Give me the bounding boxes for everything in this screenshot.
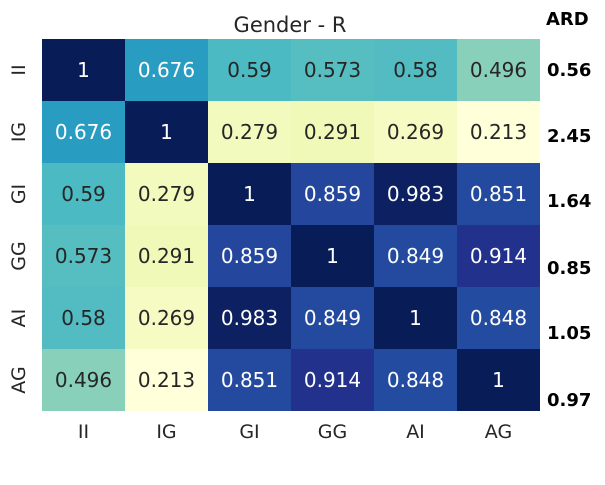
- y-tick-label: GI: [8, 184, 30, 204]
- cell-value-label: 0.269: [387, 120, 444, 144]
- cell-value-label: 0.849: [304, 306, 361, 330]
- cell-value-label: 0.291: [138, 244, 195, 268]
- cell-value-label: 0.848: [470, 306, 527, 330]
- heatmap-cell: [208, 287, 291, 349]
- cell-value-label: 0.914: [470, 244, 527, 268]
- heatmap-cell: [208, 349, 291, 411]
- cell-value-label: 0.269: [138, 306, 195, 330]
- heatmap-cell: [291, 101, 374, 163]
- heatmap-cell: [208, 163, 291, 225]
- ard-value-label: 1.64: [547, 191, 591, 212]
- heatmap-cell: [291, 349, 374, 411]
- cell-value-label: 1: [492, 368, 505, 392]
- cell-value-label: 0.851: [221, 368, 278, 392]
- x-tick-label: AI: [406, 421, 425, 443]
- heatmap-cell: [291, 39, 374, 101]
- heatmap-cell: [374, 225, 457, 287]
- heatmap-cell: [374, 163, 457, 225]
- x-tick-label: AG: [485, 421, 512, 443]
- ard-value-label: 0.56: [547, 60, 591, 81]
- cell-value-label: 0.573: [55, 244, 112, 268]
- cell-value-label: 1: [326, 244, 339, 268]
- cell-value-label: 0.859: [221, 244, 278, 268]
- heatmap-cell: [125, 39, 208, 101]
- cell-value-label: 0.59: [227, 58, 272, 82]
- cell-value-label: 0.914: [304, 368, 361, 392]
- heatmap-cell: [42, 225, 125, 287]
- cell-value-label: 0.851: [470, 182, 527, 206]
- cell-value-label: 0.213: [138, 368, 195, 392]
- heatmap-cell: [125, 225, 208, 287]
- cell-value-label: 1: [409, 306, 422, 330]
- ard-value-label: 0.97: [547, 390, 591, 411]
- cell-value-label: 0.859: [304, 182, 361, 206]
- cell-value-label: 0.849: [387, 244, 444, 268]
- heatmap-cell: [42, 349, 125, 411]
- heatmap-cell: [125, 349, 208, 411]
- ard-value-label: 0.85: [547, 258, 591, 279]
- y-tick-label: II: [8, 64, 30, 75]
- heatmap-cell: [374, 349, 457, 411]
- heatmap-cell: [291, 163, 374, 225]
- heatmap-cell: [125, 101, 208, 163]
- cell-value-label: 0.496: [470, 58, 527, 82]
- y-tick-label: IG: [8, 122, 30, 142]
- y-tick-label: GG: [8, 241, 30, 270]
- heatmap-cell: [457, 39, 540, 101]
- cell-value-label: 0.279: [221, 120, 278, 144]
- x-axis-ticks: II IG GI GG AI AG: [78, 421, 512, 443]
- cell-value-label: 0.58: [393, 58, 438, 82]
- cell-value-label: 0.58: [61, 306, 106, 330]
- cell-value-label: 1: [160, 120, 173, 144]
- heatmap-cell: [42, 287, 125, 349]
- heatmap-cell: [457, 349, 540, 411]
- heatmap-cell: [42, 163, 125, 225]
- y-axis-ticks: II IG GI GG AI AG: [8, 64, 30, 393]
- cell-value-label: 0.573: [304, 58, 361, 82]
- heatmap-cell: [291, 287, 374, 349]
- cell-value-label: 0.496: [55, 368, 112, 392]
- heatmap-cell: [125, 163, 208, 225]
- heatmap-cells: 1 0.676 0.59 0.573 0.58 0.496 0.676 1 0.279 0.291…: [42, 39, 540, 411]
- heatmap-cell: [208, 39, 291, 101]
- heatmap-cell: [291, 225, 374, 287]
- cell-value-label: 0.291: [304, 120, 361, 144]
- cell-value-label: 0.983: [221, 306, 278, 330]
- ard-header: ARD: [546, 9, 589, 30]
- y-tick-label: AI: [8, 309, 30, 328]
- heatmap-cell: [208, 225, 291, 287]
- heatmap-cell: [457, 225, 540, 287]
- heatmap-cell: [374, 287, 457, 349]
- ard-annotations: 0.56 2.45 1.64 0.85 1.05 0.97: [547, 60, 591, 411]
- x-tick-label: II: [78, 421, 89, 443]
- x-tick-label: GI: [239, 421, 259, 443]
- heatmap-cell: [125, 287, 208, 349]
- cell-value-label: 0.848: [387, 368, 444, 392]
- heatmap-cell: [42, 39, 125, 101]
- cell-value-label: 1: [77, 58, 90, 82]
- cell-value-label: 1: [243, 182, 256, 206]
- cell-value-label: 0.676: [55, 120, 112, 144]
- heatmap-cell: [374, 39, 457, 101]
- cell-value-label: 0.213: [470, 120, 527, 144]
- cell-value-label: 0.676: [138, 58, 195, 82]
- x-tick-label: IG: [156, 421, 176, 443]
- heatmap-cell: [42, 101, 125, 163]
- x-tick-label: GG: [318, 421, 347, 443]
- heatmap-cell: [374, 101, 457, 163]
- cell-value-label: 0.59: [61, 182, 106, 206]
- cell-value-label: 0.279: [138, 182, 195, 206]
- cell-value-label: 0.983: [387, 182, 444, 206]
- heatmap-cell: [457, 101, 540, 163]
- heatmap-cell: [208, 101, 291, 163]
- heatmap-cell: [457, 163, 540, 225]
- ard-value-label: 2.45: [547, 126, 591, 147]
- y-tick-label: AG: [8, 366, 30, 393]
- heatmap-cell: [457, 287, 540, 349]
- ard-value-label: 1.05: [547, 323, 591, 344]
- chart-title: Gender - R: [234, 13, 347, 37]
